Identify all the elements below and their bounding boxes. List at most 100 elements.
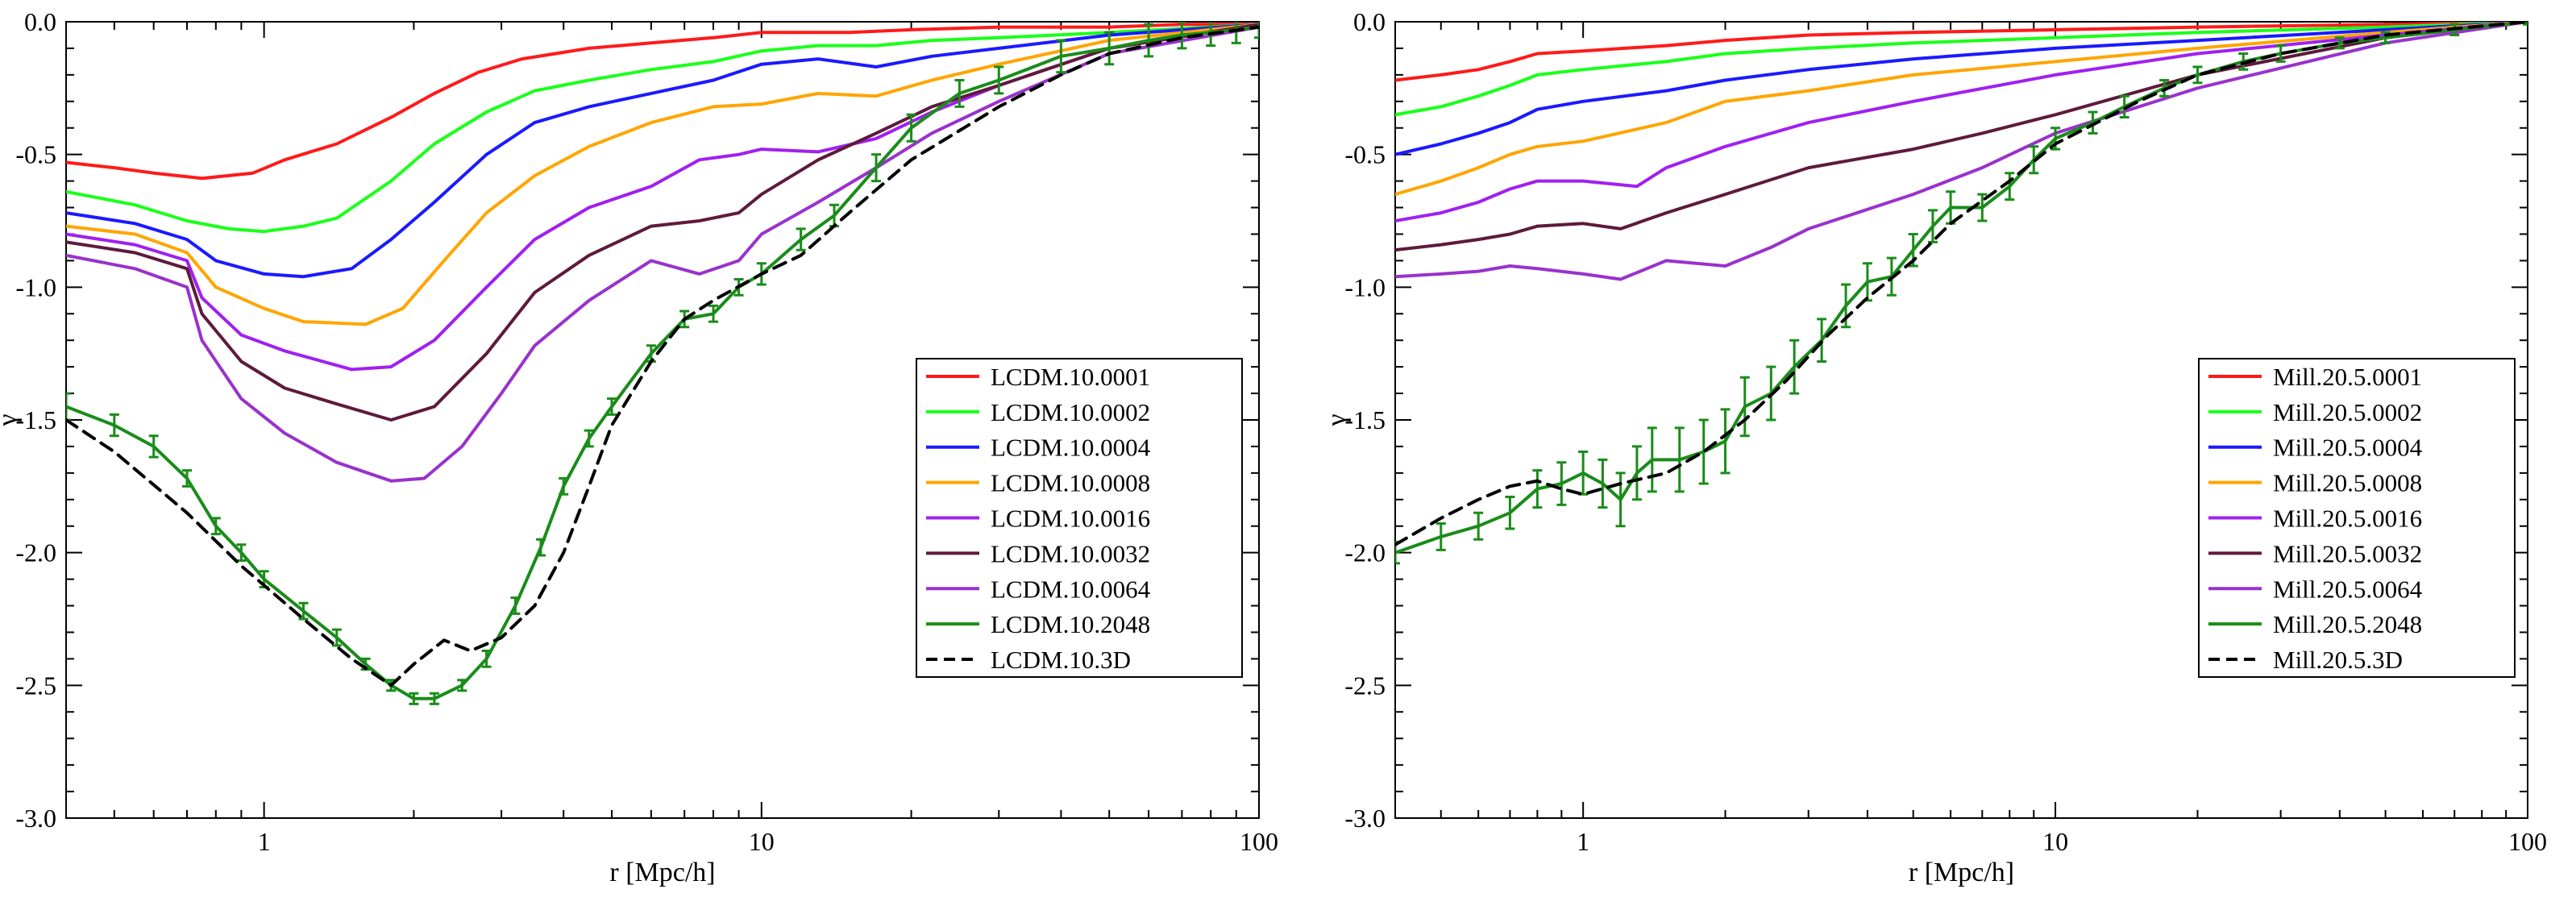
series-line-mill-20-5-0001 (1395, 22, 2528, 82)
x-axis-label: r [Mpc/h] (609, 858, 715, 887)
error-bar (1435, 521, 1446, 551)
x-tick-label: 100 (1240, 827, 1278, 856)
left-series-group (66, 22, 1259, 705)
error-bar (1254, 22, 1259, 39)
y-tick-label: -1.5 (15, 405, 56, 434)
legend-label: LCDM.10.2048 (991, 610, 1150, 638)
legend-label: Mill.20.5.2048 (2273, 610, 2422, 638)
error-bar (210, 517, 221, 536)
error-bar (109, 413, 119, 438)
error-bar (1556, 461, 1567, 506)
y-tick-label: -0.5 (1344, 140, 1386, 169)
error-bar (1631, 445, 1642, 501)
error-bar (1698, 418, 1709, 485)
series-line-mill-20-5-0016 (1395, 22, 2528, 222)
error-bar (535, 538, 546, 557)
error-bar (1177, 22, 1187, 50)
series-line-mill-20-5-3d (1395, 22, 2528, 546)
y-tick-label: -1.5 (1344, 405, 1386, 434)
series-line-lcdm-10-0064 (66, 25, 1259, 483)
y-tick-label: -2.5 (1344, 671, 1386, 700)
error-bar (708, 304, 718, 323)
error-bar (796, 227, 806, 251)
y-tick-label: -3.0 (15, 804, 56, 833)
error-bar (457, 679, 467, 692)
error-bar (2005, 172, 2015, 201)
series-line-lcdm-10-3d (66, 25, 1259, 688)
x-tick-label: 100 (2508, 827, 2547, 856)
error-bar (481, 650, 492, 668)
legend-label: LCDM.10.0016 (991, 505, 1150, 533)
error-bar (1505, 496, 1515, 530)
error-bar (2192, 65, 2203, 85)
right-panel: 1 10 100 0.0 -0.5 -1.0 -1.5 -2.0 -2.5 -3.0 r [Mpc/… (1322, 7, 2547, 887)
y-tick-label: 0.0 (1353, 7, 1386, 36)
y-tick-label: -1.0 (1344, 272, 1386, 301)
error-bar (1789, 339, 1800, 395)
legend-label: LCDM.10.0002 (991, 398, 1150, 426)
series-line-lcdm-10-0004 (66, 23, 1259, 279)
y-tick-label: -2.0 (15, 538, 56, 567)
error-bar (559, 476, 569, 496)
error-bar (409, 692, 419, 705)
error-bar (1817, 318, 1827, 364)
error-bar (298, 601, 309, 621)
y-tick-label: -3.0 (1344, 804, 1386, 833)
error-bar (331, 628, 342, 647)
series-line-lcdm-10-0016 (66, 23, 1259, 372)
legend-label: Mill.20.5.0002 (2273, 398, 2422, 426)
series-line-lcdm-10-0002 (66, 23, 1259, 234)
error-bar (994, 65, 1004, 95)
right-series-group (1395, 22, 2528, 565)
error-bar (1977, 193, 1988, 222)
error-bar (1927, 209, 1938, 243)
x-axis-label: r [Mpc/h] (1909, 858, 2014, 887)
error-bar (2088, 110, 2098, 135)
error-bar (2523, 22, 2528, 26)
error-bar (148, 434, 159, 459)
legend-label: Mill.20.5.0004 (2273, 434, 2423, 462)
y-tick-label: 0.0 (24, 7, 56, 36)
error-bar (1473, 511, 1484, 541)
error-bar (1598, 458, 1608, 509)
error-bar (584, 429, 594, 448)
legend-label: LCDM.10.0032 (991, 539, 1150, 567)
x-tick-label: 10 (2042, 827, 2068, 856)
error-bar (607, 397, 617, 416)
legend-label: Mill.20.5.0016 (2273, 505, 2422, 533)
series-line-lcdm-10-0032 (66, 23, 1259, 422)
error-bar (1056, 39, 1066, 74)
y-axis-label: γ (1322, 413, 1352, 426)
legend-label: LCDM.10.3D (991, 646, 1131, 674)
series-line-lcdm-10-0008 (66, 23, 1259, 326)
error-bar (1720, 408, 1730, 475)
series-line-lcdm-10-0001 (66, 23, 1259, 181)
error-bar (66, 392, 71, 422)
error-bar (429, 692, 439, 705)
y-tick-label: -1.0 (15, 272, 56, 301)
series-line-mill-20-5-0004 (1395, 22, 2528, 156)
error-bar (829, 203, 839, 228)
error-bar (871, 153, 882, 183)
error-bar (954, 78, 965, 108)
error-bar (1674, 426, 1685, 493)
legend-label: Mill.20.5.0064 (2273, 575, 2423, 603)
legend-label: LCDM.10.0008 (991, 469, 1150, 497)
error-bar (1104, 31, 1115, 66)
y-tick-label: -0.5 (15, 140, 56, 169)
y-tick-label: -2.0 (1344, 538, 1386, 567)
error-bar (2275, 44, 2286, 63)
error-bar (906, 113, 916, 143)
error-bar (1739, 376, 1750, 438)
legend-label: Mill.20.5.0001 (2273, 363, 2422, 391)
legend-label: Mill.20.5.0008 (2273, 469, 2422, 497)
x-tick-label: 1 (258, 827, 271, 856)
x-tick-label: 1 (1577, 827, 1589, 856)
y-axis-label: γ (0, 413, 23, 426)
series-line-mill-20-5-0008 (1395, 22, 2528, 197)
legend-label: Mill.20.5.0032 (2273, 539, 2422, 567)
error-bar (510, 596, 521, 615)
legend-label: Mill.20.5.3D (2273, 646, 2403, 674)
